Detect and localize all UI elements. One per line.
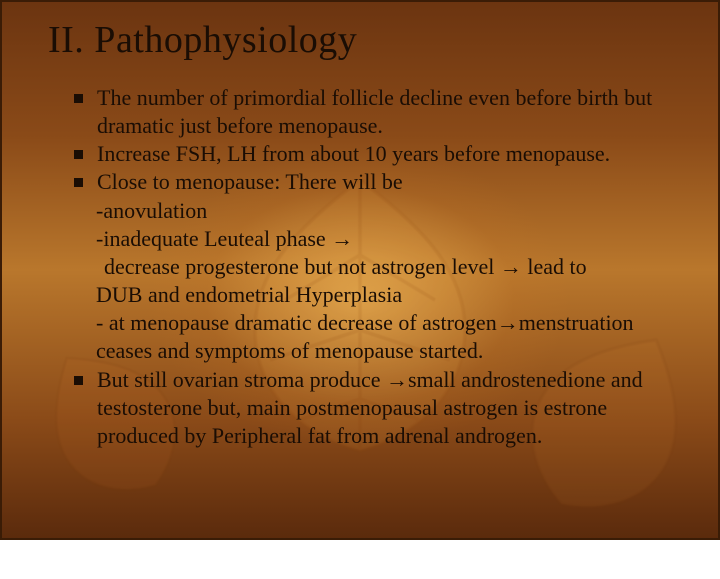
bullet-item: The number of primordial follicle declin… [74, 84, 682, 140]
bullet-text: The number of primordial follicle declin… [97, 84, 682, 140]
bullet-icon [74, 376, 83, 385]
sub-line: -inadequate Leuteal phase → [74, 225, 682, 253]
bullet-text: But still ovarian stroma produce →small … [97, 366, 682, 450]
sub-line: DUB and endometrial Hyperplasia [74, 281, 682, 309]
slide-title: II. Pathophysiology [48, 18, 682, 62]
bullet-item: Close to menopause: There will be [74, 168, 682, 196]
bullet-text: Increase FSH, LH from about 10 years bef… [97, 140, 682, 168]
sub-line: - at menopause dramatic decrease of astr… [74, 309, 682, 365]
slide-content: II. Pathophysiology The number of primor… [0, 0, 720, 540]
bullet-icon [74, 178, 83, 187]
bullet-text: Close to menopause: There will be [97, 168, 682, 196]
bullet-item: But still ovarian stroma produce →small … [74, 366, 682, 450]
bullet-icon [74, 94, 83, 103]
bullet-item: Increase FSH, LH from about 10 years bef… [74, 140, 682, 168]
bullet-icon [74, 150, 83, 159]
sub-line: -anovulation [74, 197, 682, 225]
sub-line: decrease progesterone but not astrogen l… [74, 253, 682, 281]
slide-body: The number of primordial follicle declin… [48, 84, 682, 450]
